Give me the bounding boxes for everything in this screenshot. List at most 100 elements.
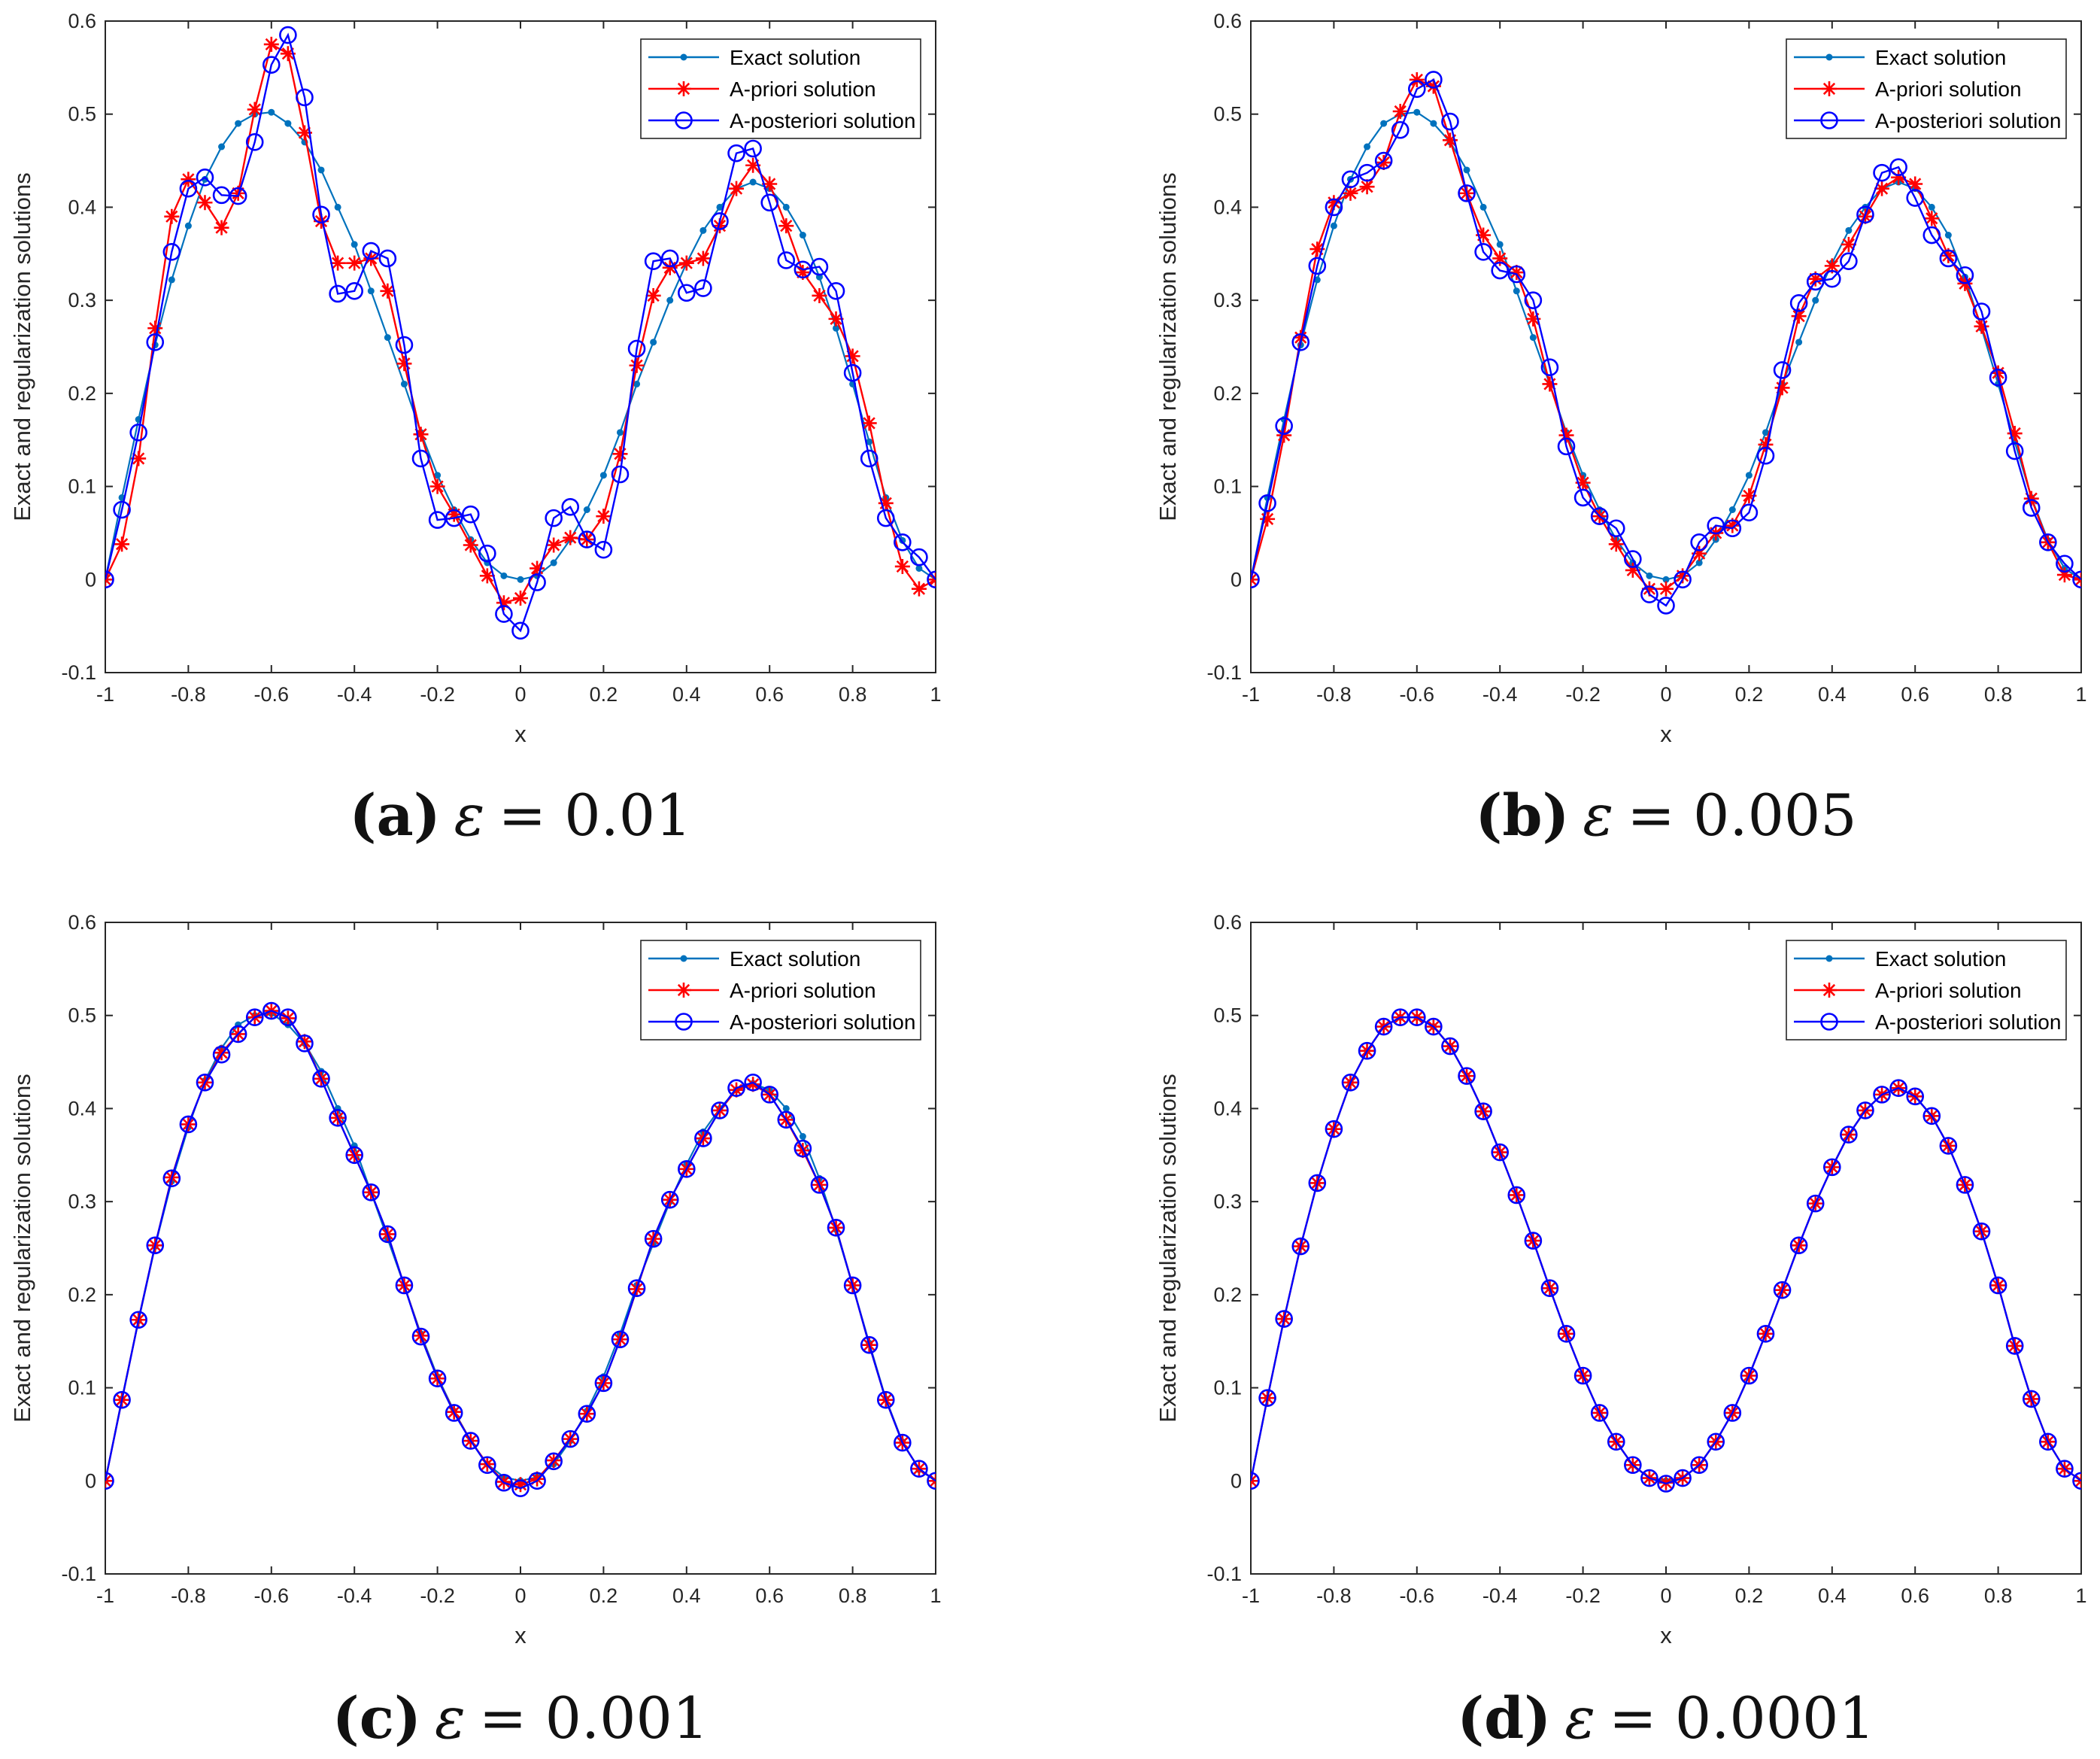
aposteriori-marker	[495, 1473, 513, 1492]
aposteriori-marker	[1325, 1120, 1343, 1138]
exact-marker	[633, 380, 641, 387]
aposteriori-marker	[329, 284, 347, 303]
aposteriori-marker	[860, 1335, 879, 1354]
apriori-marker	[1807, 271, 1823, 287]
y-tick-label: 0	[1231, 1469, 1242, 1492]
apriori-marker	[629, 357, 645, 373]
aposteriori-marker	[1840, 1126, 1858, 1144]
aposteriori-marker	[2005, 1337, 2024, 1355]
exact-marker	[716, 203, 724, 211]
aposteriori-marker	[1491, 1143, 1509, 1162]
x-tick-label: 0.4	[1818, 683, 1847, 706]
aposteriori-marker	[1458, 184, 1476, 202]
apriori-marker	[1941, 248, 1956, 263]
aposteriori-marker	[478, 544, 496, 563]
aposteriori-marker	[511, 1479, 530, 1497]
apriori-marker	[463, 537, 478, 553]
aposteriori-marker	[1806, 272, 1825, 291]
aposteriori-marker	[1773, 361, 1792, 379]
apriori-marker	[1741, 488, 1757, 503]
aposteriori-marker	[1707, 516, 1725, 535]
aposteriori-marker	[345, 1146, 364, 1165]
exact-marker	[749, 178, 757, 186]
panel-caption: (d) ε = 0.0001	[1457, 1685, 1875, 1751]
exact-marker	[235, 120, 242, 127]
aposteriori-marker	[1573, 1366, 1592, 1385]
chart-panel-1: -1 -0.8 -0.6 -0.4 -0.2 0 0.2 0.4 0.6 0.8 1 -0.1 0 0.1…	[9, 10, 942, 849]
caption-panel-label: (d)	[1457, 1685, 1551, 1751]
legend-item-3: A-posteriori solution	[648, 109, 915, 132]
legend-label: A-priori solution	[1875, 979, 2022, 1002]
aposteriori-marker	[1358, 1041, 1376, 1060]
aposteriori-marker	[1624, 1456, 1642, 1475]
y-tick-label: 0.5	[1213, 1004, 1242, 1027]
aposteriori-marker	[461, 505, 480, 524]
apriori-marker	[1625, 562, 1640, 578]
exact-marker	[334, 203, 341, 211]
x-tick-label: 0.4	[1818, 1584, 1847, 1607]
legend-item-3: A-posteriori solution	[1794, 109, 2061, 132]
aposteriori-marker	[1524, 291, 1543, 309]
legend-item-2: A-priori solution	[1794, 979, 2022, 1002]
exact-marker	[666, 296, 674, 304]
aposteriori-solution-series	[105, 1001, 936, 1497]
aposteriori-marker	[675, 111, 693, 129]
apriori-marker	[413, 427, 429, 442]
legend-label: A-posteriori solution	[1875, 1010, 2061, 1034]
apriori-marker	[1822, 81, 1837, 96]
exact-marker	[699, 226, 707, 234]
aposteriori-solution-series	[1251, 1008, 2081, 1493]
apriori-marker	[1425, 78, 1441, 94]
aposteriori-marker	[827, 1218, 845, 1237]
y-tick-label: 0.4	[1213, 1097, 1242, 1120]
x-tick-label: 0.8	[839, 683, 867, 706]
legend-label: A-posteriori solution	[730, 1010, 915, 1034]
x-tick-label: 1	[2075, 683, 2086, 706]
apriori-marker	[1509, 265, 1525, 281]
y-tick-label: 0.1	[68, 475, 96, 498]
y-tick-label: 0.5	[68, 1004, 96, 1027]
x-tick-label: -0.2	[420, 683, 455, 706]
legend: Exact solution A-priori solution A-posteri…	[1786, 38, 2067, 139]
apriori-marker	[446, 506, 462, 522]
x-tick-label: -0.8	[1316, 1584, 1352, 1607]
aposteriori-marker	[727, 144, 745, 163]
legend-item-1: Exact solution	[648, 947, 860, 971]
legend-label: A-priori solution	[730, 979, 876, 1002]
aposteriori-marker	[677, 284, 696, 302]
aposteriori-marker	[146, 1236, 165, 1255]
caption-value: = 0.001	[479, 1685, 709, 1751]
aposteriori-marker	[262, 1001, 281, 1020]
y-tick-label: 0.1	[1213, 475, 1242, 498]
aposteriori-marker	[2039, 533, 2057, 551]
aposteriori-marker	[461, 1432, 480, 1450]
apriori-marker	[1907, 176, 1923, 192]
aposteriori-marker	[495, 605, 513, 623]
apriori-marker	[1276, 427, 1292, 443]
exact-marker	[1463, 166, 1470, 174]
aposteriori-marker	[105, 570, 114, 589]
y-tick-label: 0.2	[68, 382, 96, 405]
x-tick-label: 0.6	[755, 683, 784, 706]
aposteriori-marker	[1291, 1237, 1310, 1256]
apriori-marker	[1841, 236, 1856, 252]
aposteriori-marker	[312, 205, 330, 224]
apriori-marker	[1476, 227, 1492, 243]
apriori-marker	[745, 157, 761, 173]
exact-marker	[500, 572, 508, 579]
apriori-marker	[596, 509, 611, 524]
x-tick-label: -1	[96, 1584, 114, 1607]
exact-marker	[400, 380, 408, 387]
aposteriori-marker	[675, 1013, 693, 1031]
apriori-marker	[513, 591, 528, 606]
aposteriori-marker	[445, 1404, 463, 1422]
apriori-marker	[330, 255, 346, 271]
x-tick-label: -0.4	[1482, 683, 1518, 706]
x-tick-label: 0	[514, 1584, 526, 1607]
exact-marker	[599, 472, 607, 479]
aposteriori-marker	[545, 509, 563, 527]
apriori-marker	[347, 255, 363, 271]
apriori-marker	[197, 195, 213, 211]
aposteriori-marker	[2039, 1432, 2057, 1451]
apriori-marker	[1326, 195, 1342, 211]
